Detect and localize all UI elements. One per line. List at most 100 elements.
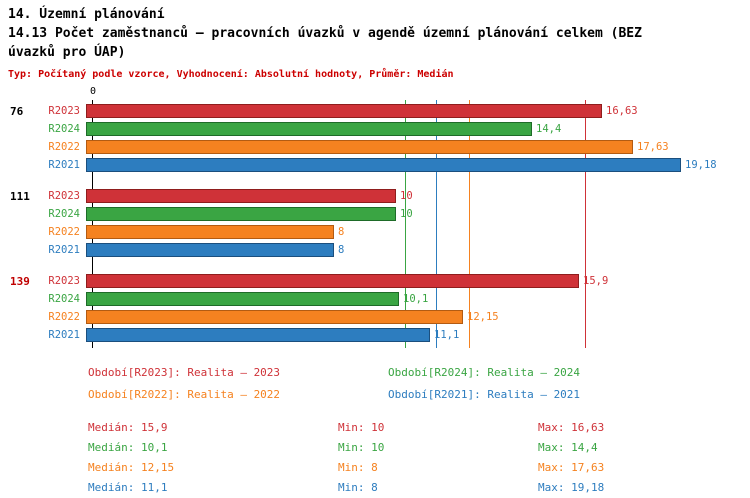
bar-row: 76 R2023 16,63 — [8, 102, 746, 120]
bar-R2023 — [86, 189, 396, 203]
stat-min-R2024: Min: 10 — [338, 441, 385, 454]
bar-row: R2024 10,1 — [8, 290, 746, 308]
bar-row: R2022 8 — [8, 223, 746, 241]
bar-R2023 — [86, 104, 602, 118]
bar-value-label: 17,63 — [637, 141, 669, 153]
bar-R2021 — [86, 158, 681, 172]
stat-median-R2024: Medián: 10,1 — [88, 441, 168, 454]
bar-area: 17,63 — [86, 140, 746, 154]
bar-value-label: 10 — [400, 190, 413, 202]
stat-max-R2024: Max: 14,4 — [538, 441, 598, 454]
series-label-R2021: R2021 — [48, 244, 80, 256]
legend-item-R2023: Období[R2023]: Realita – 2023 — [88, 366, 281, 379]
bar-R2024 — [86, 122, 532, 136]
bar-area: 16,63 — [86, 104, 746, 118]
bar-chart-plot: 0 76 R2023 16,63 R2024 14,4 R2022 17,63 R2021 19… — [8, 86, 746, 348]
legend-item-R2022: Období[R2022]: Realita – 2022 — [88, 388, 281, 401]
bar-R2024 — [86, 207, 396, 221]
bar-row: R2021 8 — [8, 241, 746, 259]
bar-row: 139 R2023 15,9 — [8, 272, 746, 290]
group-label: 139 — [10, 274, 30, 288]
series-label-R2024: R2024 — [48, 208, 80, 220]
bar-rows: 76 R2023 16,63 R2024 14,4 R2022 17,63 R2021 19,1… — [8, 86, 746, 348]
bar-row: R2022 12,15 — [8, 308, 746, 326]
stats-table: Medián: 15,9 Min: 10 Max: 16,63 Medián: 10,… — [8, 418, 750, 498]
bar-row: R2024 10 — [8, 205, 746, 223]
stat-median-R2022: Medián: 12,15 — [88, 461, 175, 474]
bar-value-label: 19,18 — [685, 159, 717, 171]
bar-row: R2021 11,1 — [8, 326, 746, 344]
bar-value-label: 8 — [338, 226, 345, 238]
bar-value-label: 16,63 — [606, 105, 638, 117]
bar-row: R2021 19,18 — [8, 156, 746, 174]
bar-R2021 — [86, 243, 334, 257]
series-label-R2021: R2021 — [48, 329, 80, 341]
median-line-R2024 — [405, 100, 406, 348]
axis-tick-label-0: 0 — [89, 86, 97, 97]
bar-value-label: 8 — [338, 244, 345, 256]
series-label-R2022: R2022 — [48, 226, 80, 238]
bar-area: 11,1 — [86, 328, 746, 342]
bar-area: 10 — [86, 207, 746, 221]
stat-max-R2023: Max: 16,63 — [538, 421, 605, 434]
bar-area: 10 — [86, 189, 746, 203]
bar-area: 14,4 — [86, 122, 746, 136]
stats-row-R2024: Medián: 10,1 Min: 10 Max: 14,4 — [88, 438, 750, 458]
stat-min-R2022: Min: 8 — [338, 461, 378, 474]
bar-value-label: 12,15 — [467, 311, 499, 323]
median-line-R2022 — [469, 100, 470, 348]
bar-row: R2022 17,63 — [8, 138, 746, 156]
bar-R2022 — [86, 310, 463, 324]
y-axis-line — [92, 100, 93, 348]
chart-meta-line: Typ: Počítaný podle vzorce, Vyhodnocení:… — [8, 69, 454, 80]
bar-R2022 — [86, 140, 633, 154]
bar-area: 8 — [86, 243, 746, 257]
series-label-R2023: R2023 — [48, 275, 80, 287]
stats-row-R2023: Medián: 15,9 Min: 10 Max: 16,63 — [88, 418, 750, 438]
legend-item-R2021: Období[R2021]: Realita – 2021 — [388, 388, 581, 401]
bar-R2023 — [86, 274, 579, 288]
series-label-R2022: R2022 — [48, 141, 80, 153]
bar-group: 139 R2023 15,9 R2024 10,1 R2022 12,15 R2021 11,1 — [8, 272, 746, 344]
bar-group: 111 R2023 10 R2024 10 R2022 8 R2021 8 — [8, 187, 746, 259]
series-label-R2024: R2024 — [48, 293, 80, 305]
median-line-R2023 — [585, 100, 586, 348]
bar-row: R2024 14,4 — [8, 120, 746, 138]
stat-max-R2021: Max: 19,18 — [538, 481, 605, 494]
bar-area: 10,1 — [86, 292, 746, 306]
series-label-R2021: R2021 — [48, 159, 80, 171]
stat-min-R2023: Min: 10 — [338, 421, 385, 434]
bar-area: 8 — [86, 225, 746, 239]
bar-area: 19,18 — [86, 158, 746, 172]
series-label-R2022: R2022 — [48, 311, 80, 323]
chart-title-line1: 14. Územní plánování — [8, 7, 165, 22]
bar-R2022 — [86, 225, 334, 239]
legend: Období[R2023]: Realita – 2023 Období[R202… — [8, 364, 750, 404]
chart-title-line3: úvazků pro ÚAP) — [8, 45, 126, 60]
stats-row-R2022: Medián: 12,15 Min: 8 Max: 17,63 — [88, 458, 750, 478]
bar-area: 15,9 — [86, 274, 746, 288]
series-label-R2023: R2023 — [48, 190, 80, 202]
stat-max-R2022: Max: 17,63 — [538, 461, 605, 474]
bar-R2021 — [86, 328, 430, 342]
median-line-R2021 — [436, 100, 437, 348]
series-label-R2024: R2024 — [48, 123, 80, 135]
bar-value-label: 15,9 — [583, 275, 609, 287]
bar-row: 111 R2023 10 — [8, 187, 746, 205]
bar-value-label: 10 — [400, 208, 413, 220]
bar-value-label: 11,1 — [434, 329, 460, 341]
stat-median-R2023: Medián: 15,9 — [88, 421, 168, 434]
bar-R2024 — [86, 292, 399, 306]
group-label: 111 — [10, 189, 30, 203]
bar-area: 12,15 — [86, 310, 746, 324]
bar-value-label: 14,4 — [536, 123, 562, 135]
chart-title-line2: 14.13 Počet zaměstnanců – pracovních úva… — [8, 26, 642, 41]
stats-row-R2021: Medián: 11,1 Min: 8 Max: 19,18 — [88, 478, 750, 498]
series-label-R2023: R2023 — [48, 105, 80, 117]
legend-item-R2024: Období[R2024]: Realita – 2024 — [388, 366, 581, 379]
stat-min-R2021: Min: 8 — [338, 481, 378, 494]
bar-value-label: 10,1 — [403, 293, 429, 305]
bar-group: 76 R2023 16,63 R2024 14,4 R2022 17,63 R2021 19,1… — [8, 102, 746, 174]
stat-median-R2021: Medián: 11,1 — [88, 481, 168, 494]
